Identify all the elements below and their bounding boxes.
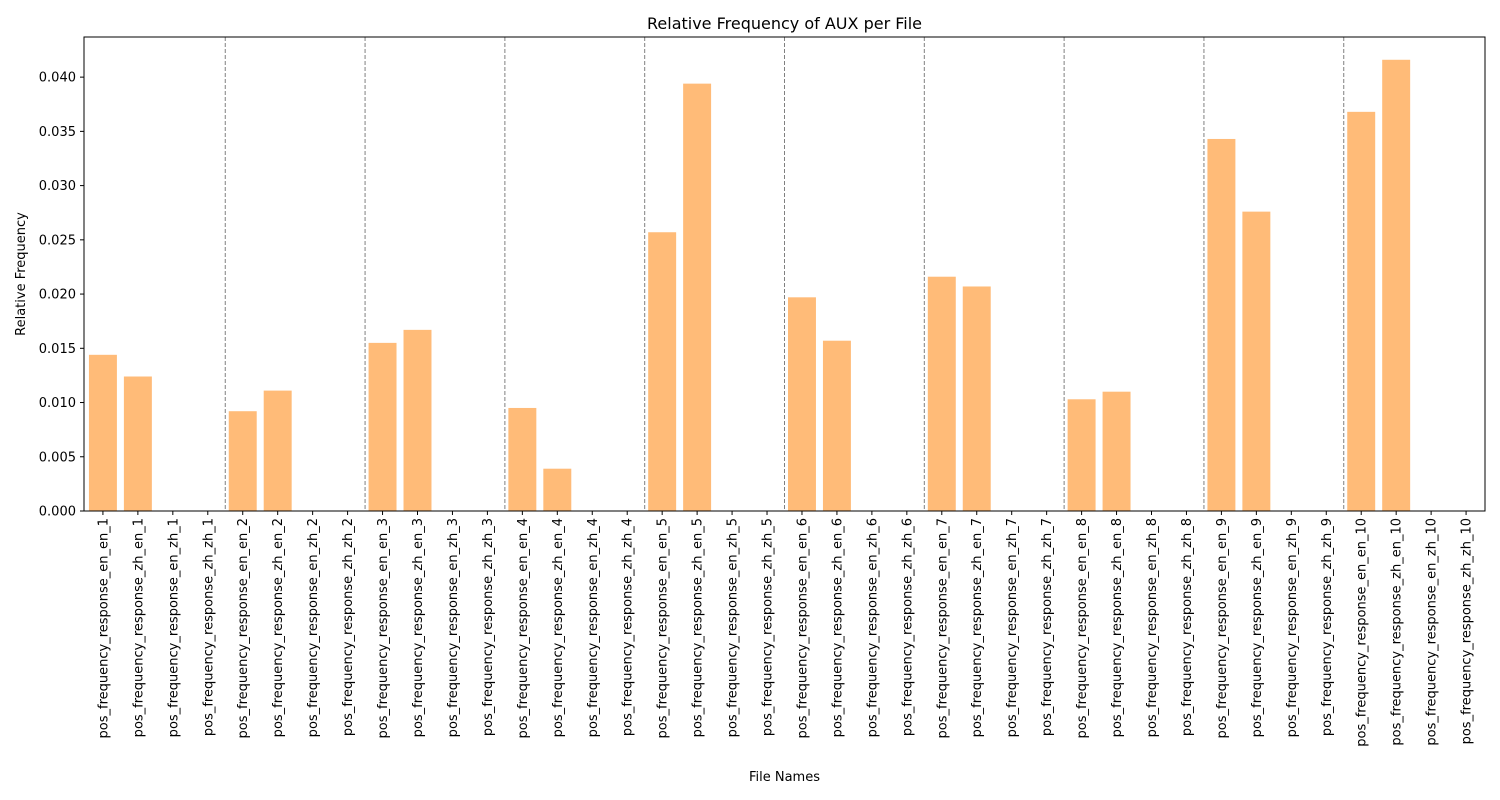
bar [927, 276, 956, 511]
bar [403, 329, 432, 511]
x-tick-label: pos_frequency_response_zh_zh_10 [1460, 518, 1475, 744]
x-tick-label: pos_frequency_response_zh_zh_6 [900, 518, 915, 736]
bar [683, 83, 712, 511]
x-tick-label: pos_frequency_response_en_zh_7 [1005, 518, 1020, 737]
x-tick-label: pos_frequency_response_en_en_7 [935, 518, 950, 738]
y-tick-label: 0.005 [39, 450, 76, 465]
bar [1382, 59, 1411, 512]
x-tick-label: pos_frequency_response_en_en_10 [1355, 518, 1370, 747]
x-tick-label: pos_frequency_response_en_en_9 [1215, 518, 1230, 738]
y-tick-label: 0.015 [39, 342, 76, 357]
x-tick-label: pos_frequency_response_zh_zh_3 [481, 518, 496, 736]
x-tick-label: pos_frequency_response_zh_zh_7 [1040, 518, 1055, 736]
bar [1242, 211, 1271, 511]
bar [543, 468, 572, 511]
bar [787, 297, 816, 511]
x-tick-label: pos_frequency_response_zh_zh_9 [1320, 518, 1335, 736]
bar [1207, 138, 1236, 512]
y-tick-label: 0.035 [39, 125, 76, 140]
x-tick-label: pos_frequency_response_en_en_5 [656, 518, 671, 738]
chart-title: Relative Frequency of AUX per File [647, 14, 922, 33]
y-tick-label: 0.000 [39, 505, 76, 520]
y-tick-label: 0.040 [39, 71, 76, 86]
bar [123, 376, 152, 511]
x-axis: pos_frequency_response_en_en_1 pos_freque… [96, 511, 1475, 747]
bar [263, 390, 292, 511]
y-tick-label: 0.020 [39, 288, 76, 303]
x-tick-label: pos_frequency_response_en_zh_4 [586, 518, 601, 737]
y-tick-label: 0.030 [39, 179, 76, 194]
x-tick-label: pos_frequency_response_en_zh_9 [1285, 518, 1300, 737]
x-tick-label: pos_frequency_response_zh_en_1 [131, 518, 146, 737]
x-tick-label: pos_frequency_response_zh_en_4 [551, 518, 566, 737]
x-tick-label: pos_frequency_response_zh_en_6 [830, 518, 845, 737]
x-tick-label: pos_frequency_response_en_en_3 [376, 518, 391, 738]
x-tick-label: pos_frequency_response_zh_en_8 [1110, 518, 1125, 737]
bars [88, 59, 1411, 512]
x-tick-label: pos_frequency_response_en_en_8 [1075, 518, 1090, 738]
bar [508, 407, 537, 511]
x-tick-label: pos_frequency_response_zh_zh_5 [761, 518, 776, 736]
x-tick-label: pos_frequency_response_zh_en_2 [271, 518, 286, 737]
x-tick-label: pos_frequency_response_zh_zh_2 [341, 518, 356, 736]
x-tick-label: pos_frequency_response_en_zh_5 [726, 518, 741, 737]
bar [822, 340, 851, 511]
y-axis: 0.000 0.005 0.010 0.015 0.020 0.025 0.030 0.035… [39, 71, 84, 520]
bar [368, 342, 397, 511]
x-tick-label: pos_frequency_response_en_zh_10 [1425, 518, 1440, 746]
y-tick-label: 0.010 [39, 396, 76, 411]
x-tick-label: pos_frequency_response_en_en_2 [236, 518, 251, 738]
x-tick-label: pos_frequency_response_zh_zh_1 [201, 518, 216, 736]
x-tick-label: pos_frequency_response_en_en_1 [96, 518, 111, 738]
x-tick-label: pos_frequency_response_zh_en_10 [1390, 518, 1405, 746]
x-tick-label: pos_frequency_response_zh_en_7 [970, 518, 985, 737]
group-separators [224, 37, 1345, 511]
bar [1102, 391, 1131, 511]
x-tick-label: pos_frequency_response_en_zh_8 [1145, 518, 1160, 737]
x-tick-label: pos_frequency_response_en_en_4 [516, 518, 531, 738]
x-tick-label: pos_frequency_response_zh_en_3 [411, 518, 426, 737]
x-tick-label: pos_frequency_response_zh_zh_8 [1180, 518, 1195, 736]
plot-area-frame [83, 36, 1486, 512]
x-tick-label: pos_frequency_response_en_zh_2 [306, 518, 321, 737]
bar [648, 232, 677, 511]
x-tick-label: pos_frequency_response_en_zh_1 [166, 518, 181, 737]
x-tick-label: pos_frequency_response_zh_en_9 [1250, 518, 1265, 737]
bar [88, 354, 117, 511]
x-tick-label: pos_frequency_response_zh_zh_4 [621, 518, 636, 736]
x-axis-label: File Names [749, 770, 820, 785]
bar [1347, 111, 1376, 511]
x-tick-label: pos_frequency_response_en_zh_6 [865, 518, 880, 737]
x-tick-label: pos_frequency_response_en_en_6 [795, 518, 810, 738]
y-tick-label: 0.025 [39, 233, 76, 248]
bar [228, 411, 257, 511]
x-tick-label: pos_frequency_response_zh_en_5 [691, 518, 706, 737]
bar [962, 286, 991, 511]
x-tick-label: pos_frequency_response_en_zh_3 [446, 518, 461, 737]
y-axis-label: Relative Frequency [14, 212, 29, 336]
bar [1067, 399, 1096, 511]
